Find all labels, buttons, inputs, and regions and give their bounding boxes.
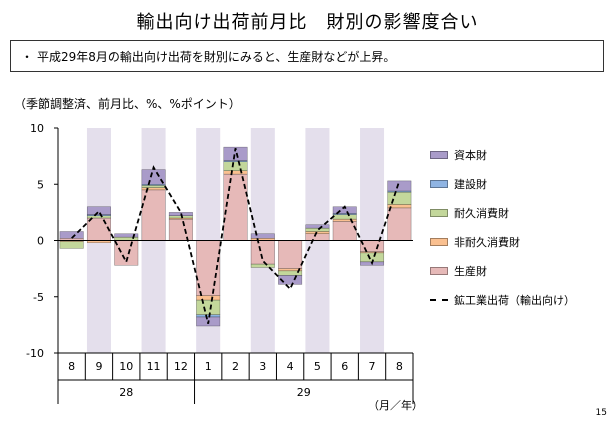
- bar-segment: [332, 221, 357, 241]
- bar-segment: [250, 240, 275, 265]
- legend-item-producer-goods: 生産財: [430, 256, 575, 285]
- legend-swatch-consumer-durables: [430, 208, 448, 217]
- legend-label-consumer-nondurables: 非耐久消費財: [454, 235, 520, 249]
- bar-segment: [305, 231, 330, 234]
- legend-item-consumer-nondurables: 非耐久消費財: [430, 227, 575, 256]
- x-tick-label: 7: [369, 360, 376, 373]
- bar-segment: [86, 206, 111, 215]
- x-tick-label: 12: [174, 360, 188, 373]
- x-tick-label: 10: [119, 360, 133, 373]
- bar-segment: [360, 240, 385, 252]
- bar-segment: [86, 217, 111, 241]
- legend-label-shipments-line: 鉱工業出荷（輸出向け）: [454, 293, 575, 307]
- legend-item-capital-goods: 資本財: [430, 140, 575, 169]
- x-tick-label: 1: [205, 360, 212, 373]
- bar-segment: [305, 227, 330, 232]
- bar-segment: [114, 236, 139, 241]
- bar-segment: [250, 263, 275, 268]
- bar-segment: [86, 215, 111, 219]
- x-tick-label: 8: [68, 360, 75, 373]
- x-tick-label: 6: [341, 360, 348, 373]
- page-number: 15: [595, 408, 607, 418]
- bar-segment: [332, 218, 357, 222]
- legend-swatch-consumer-nondurables: [430, 237, 448, 246]
- bar-segment: [278, 240, 303, 269]
- legend-label-consumer-durables: 耐久消費財: [454, 206, 509, 220]
- bar-segment: [223, 146, 248, 161]
- bar-segment: [278, 275, 303, 285]
- y-tick-label: -10: [26, 347, 44, 360]
- bar-segment: [114, 233, 139, 238]
- bar-segment: [305, 224, 330, 229]
- x-tick-label: 8: [396, 360, 403, 373]
- legend-swatch-producer-goods: [430, 266, 448, 275]
- bar-segment: [305, 233, 330, 241]
- note-bullet: ・: [21, 50, 34, 64]
- legend-dash-line: [430, 298, 448, 301]
- x-tick-label: 9: [95, 360, 102, 373]
- bar-segment: [168, 218, 193, 241]
- legend-item-construction-goods: 建設財: [430, 169, 575, 198]
- chart-legend: 資本財 建設財 耐久消費財 非耐久消費財 生産財 鉱工業出荷（輸出向け）: [430, 140, 575, 314]
- x-tick-label: 5: [314, 360, 321, 373]
- bar-segment: [141, 185, 166, 188]
- legend-label-capital-goods: 資本財: [454, 148, 487, 162]
- x-tick-label: 3: [259, 360, 266, 373]
- x-tick-label: 2: [232, 360, 239, 373]
- unit-label: （季節調整済、前月比、%、%ポイント）: [14, 97, 241, 111]
- year-label: 29: [297, 386, 311, 399]
- y-tick-label: 5: [37, 178, 44, 191]
- x-unit-label: （月／年）: [368, 398, 423, 412]
- y-tick-label: 10: [30, 122, 44, 135]
- bar-segment: [223, 170, 248, 175]
- legend-label-producer-goods: 生産財: [454, 264, 487, 278]
- bar-segment: [141, 187, 166, 191]
- bar-segment: [223, 173, 248, 241]
- bar-segment: [59, 241, 84, 249]
- legend-swatch-capital-goods: [430, 150, 448, 159]
- page-title: 輸出向け出荷前月比 財別の影響度合い: [136, 12, 479, 33]
- bar-segment: [196, 299, 221, 315]
- bar-segment: [332, 214, 357, 220]
- bar-segment: [387, 191, 412, 205]
- legend-swatch-construction-goods: [430, 179, 448, 188]
- y-tick-label: 0: [37, 235, 44, 248]
- legend-item-consumer-durables: 耐久消費財: [430, 198, 575, 227]
- summary-note-box: ・ 平成29年8月の輸出向け出荷を財別にみると、生産財などが上昇。: [10, 40, 604, 72]
- legend-item-shipments-line: 鉱工業出荷（輸出向け）: [430, 285, 575, 314]
- bar-segment: [387, 207, 412, 241]
- y-tick-label: -5: [33, 291, 44, 304]
- bar-segment: [196, 295, 221, 301]
- bar-segment: [223, 161, 248, 171]
- bar-segment: [387, 180, 412, 192]
- year-label: 28: [119, 386, 133, 399]
- legend-label-construction-goods: 建設財: [454, 177, 487, 191]
- x-tick-label: 11: [147, 360, 161, 373]
- x-tick-label: 4: [287, 360, 294, 373]
- note-text: 平成29年8月の輸出向け出荷を財別にみると、生産財などが上昇。: [37, 50, 396, 64]
- bar-segment: [250, 233, 275, 239]
- bar-segment: [196, 314, 221, 318]
